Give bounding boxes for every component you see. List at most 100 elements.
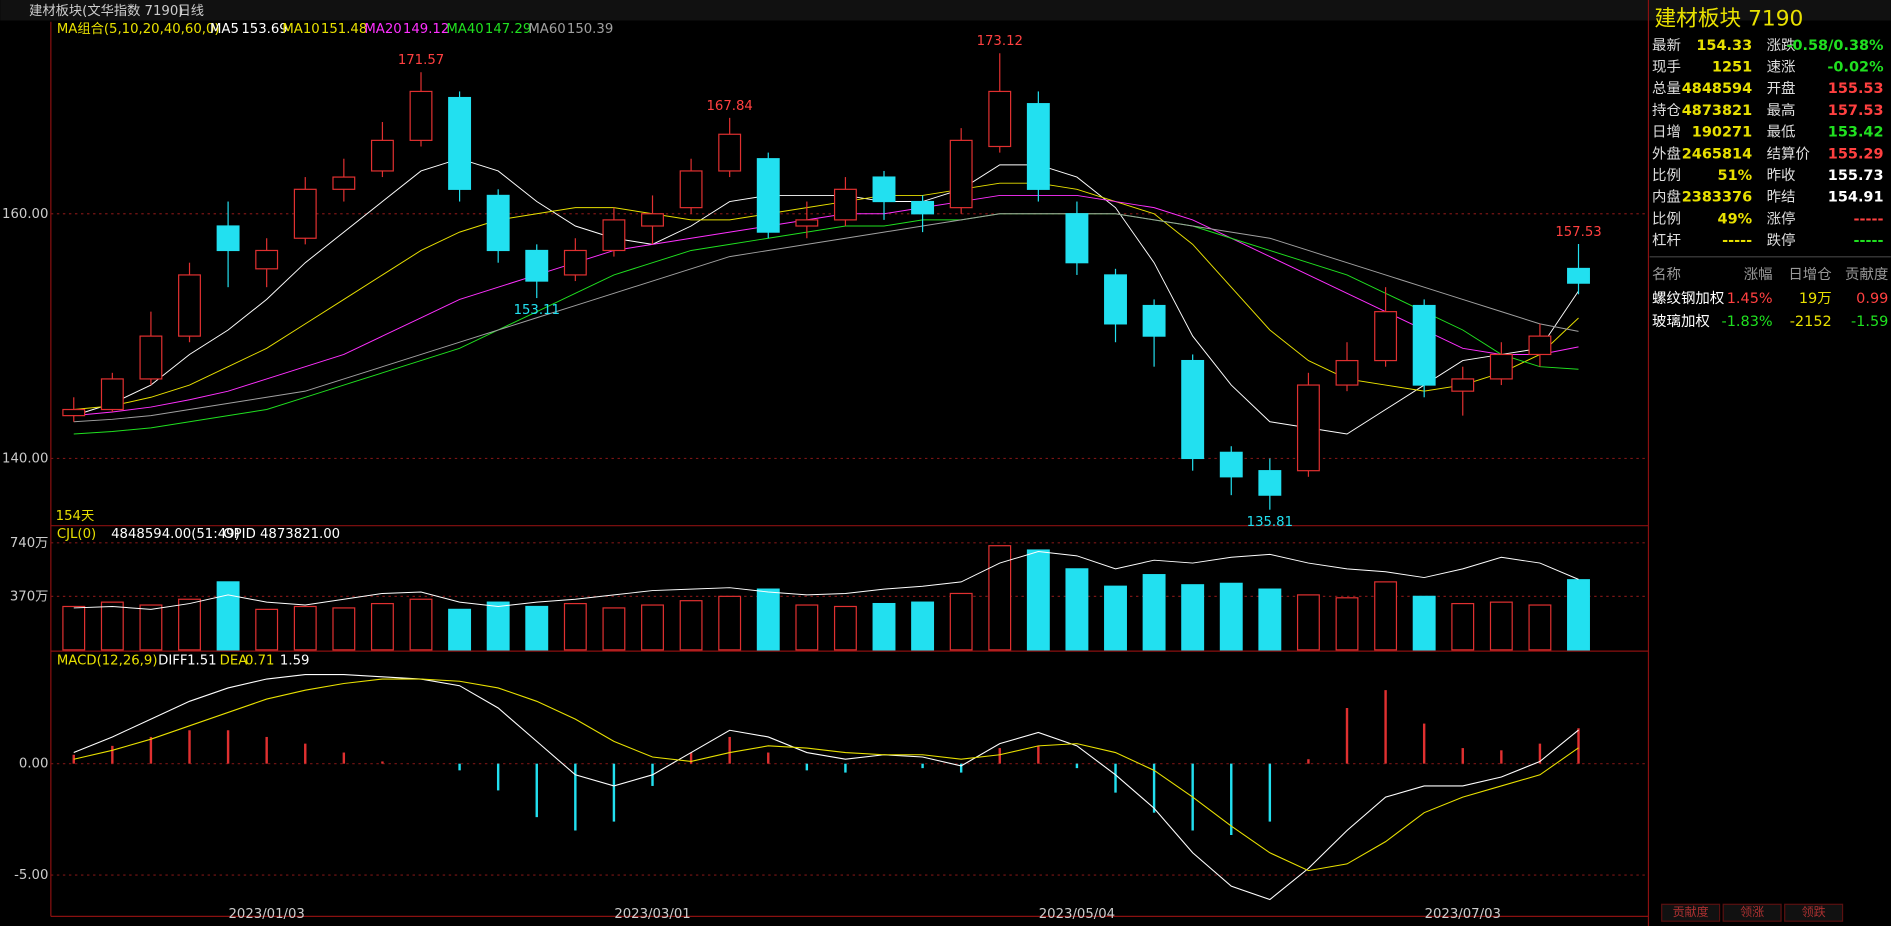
candle-body: [1567, 267, 1590, 284]
candle-body: [563, 249, 587, 276]
tab[interactable]: [1784, 903, 1844, 922]
volume-bar: [1026, 549, 1050, 651]
volume-bar: [1219, 582, 1243, 651]
volume-bar: [525, 605, 549, 651]
quote-value: 154.91: [1828, 190, 1884, 206]
period-button[interactable]: 日线: [177, 3, 204, 19]
y-tick-label: 0.00: [19, 757, 49, 772]
quote-value: 155.73: [1828, 168, 1884, 184]
column-header: 日增仓: [1788, 266, 1832, 283]
candle-body: [486, 194, 510, 252]
cjl-info: 4848594.00(51:49): [111, 527, 240, 542]
x-tick-label: 2023/03/01: [614, 907, 690, 922]
column-header: 涨幅: [1744, 266, 1773, 283]
candle-body: [1142, 304, 1166, 337]
volume-bar: [602, 607, 626, 651]
high-label: 173.12: [977, 34, 1023, 49]
quote-label: 涨跌: [1767, 37, 1796, 54]
component-cell: 19万: [1799, 291, 1832, 307]
volume-bar: [1489, 601, 1513, 651]
volume-bar: [409, 598, 433, 651]
dea-line: [73, 678, 1579, 872]
tab-label[interactable]: 领跌: [1802, 904, 1826, 919]
volume-bar: [1296, 594, 1320, 651]
volume-bar: [718, 595, 742, 651]
quote-value: 155.29: [1828, 146, 1884, 162]
volume-bar: [1065, 568, 1089, 651]
ma-line: [73, 182, 1579, 410]
quote-label: 外盘: [1652, 144, 1681, 162]
volume-bar: [1567, 579, 1590, 651]
y-tick-label: 740万: [10, 536, 49, 551]
top-bar: [0, 0, 1891, 21]
candle-body: [1412, 304, 1436, 386]
quote-label: 比例: [1652, 167, 1681, 184]
days-label: 154天: [56, 509, 95, 524]
volume-bar: [216, 581, 240, 651]
volume-bar: [1181, 584, 1205, 651]
candle-body: [679, 170, 703, 209]
candle-body: [872, 176, 896, 203]
candle-body: [1026, 103, 1050, 190]
volume-bar: [178, 598, 201, 651]
ma-label: MA组合(5,10,20,40,60,0): [57, 21, 220, 37]
volume-bar: [563, 602, 587, 651]
x-tick-label: 2023/05/04: [1039, 907, 1115, 922]
volume-bar: [833, 605, 857, 651]
tab[interactable]: [1661, 903, 1721, 922]
quote-label: 持仓: [1652, 102, 1681, 119]
tab-label[interactable]: 领涨: [1740, 904, 1764, 919]
quote-label: 跌停: [1767, 232, 1796, 249]
candle-body: [1335, 359, 1359, 386]
opid-label: OPID 4873821.00: [223, 527, 340, 542]
candle-body: [602, 219, 626, 252]
candle-body: [718, 133, 742, 172]
dea-value: 0.71: [245, 654, 275, 669]
candle-body: [62, 408, 86, 417]
quote-label: 比例: [1652, 210, 1681, 227]
quote-value: 153.42: [1828, 125, 1884, 141]
volume-bar: [872, 602, 896, 651]
candle-body: [1374, 311, 1398, 362]
candle-body: [370, 139, 394, 172]
quote-value: -----: [1854, 211, 1884, 227]
high-label: 167.84: [706, 99, 752, 114]
volume-bar: [641, 604, 664, 651]
candle-body: [409, 90, 433, 141]
candle-body: [293, 188, 317, 239]
candle-body: [833, 188, 857, 221]
quote-value: 190271: [1692, 125, 1752, 141]
candle-body: [448, 96, 472, 190]
component-cell: -2152: [1790, 314, 1832, 330]
legend-value: 151.48: [321, 22, 367, 37]
component-cell: -1.83%: [1721, 314, 1772, 330]
x-tick-label: 2023/07/03: [1425, 907, 1501, 922]
ma-line: [73, 213, 1579, 435]
candle-body: [1451, 378, 1475, 392]
volume-bar: [332, 607, 356, 651]
component-cell: 1.45%: [1727, 291, 1773, 307]
quote-value: 51%: [1718, 168, 1753, 184]
column-header: 贡献度: [1845, 266, 1888, 283]
high-label: 171.57: [398, 53, 444, 68]
quote-label: 最新: [1652, 37, 1681, 54]
tab[interactable]: [1722, 903, 1782, 922]
candle-body: [641, 213, 664, 227]
volume-bar: [1374, 581, 1398, 651]
candle-body: [1219, 451, 1243, 478]
candle-body: [1296, 384, 1320, 472]
high-label: 157.53: [1555, 225, 1601, 240]
candle-body: [911, 200, 935, 215]
volume-bar: [1258, 588, 1282, 651]
legend-name: MA20: [364, 22, 401, 37]
tab-label[interactable]: 贡献度: [1673, 904, 1709, 919]
candle-body: [1181, 359, 1205, 460]
candle-body: [988, 90, 1012, 148]
quote-value: -----: [1722, 233, 1752, 249]
quote-label: 日增: [1652, 124, 1681, 141]
volume-bar: [1335, 597, 1359, 651]
legend-name: MA10: [282, 22, 319, 37]
candle-body: [255, 249, 279, 270]
quote-label: 开盘: [1767, 79, 1796, 97]
